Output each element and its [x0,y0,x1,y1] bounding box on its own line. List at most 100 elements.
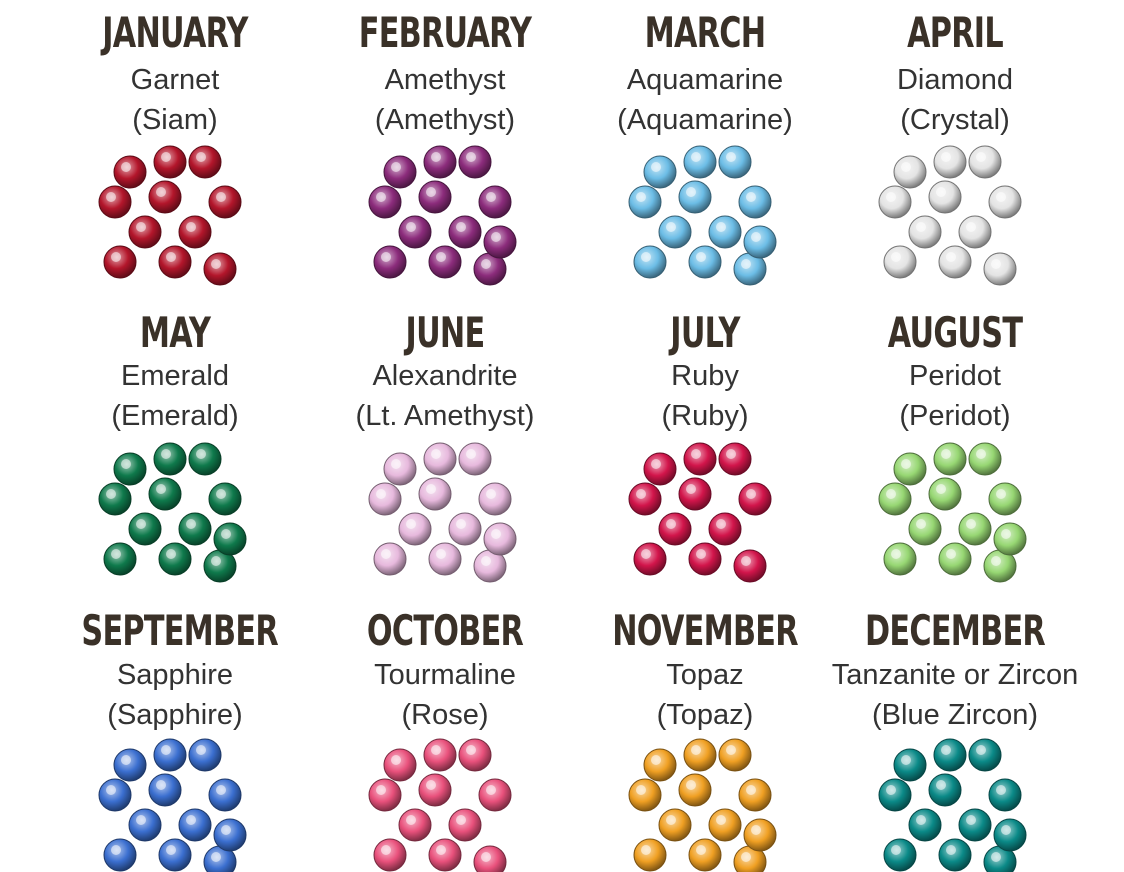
gem [928,180,962,214]
gem [418,180,452,214]
gem [178,808,212,842]
gem-highlight [466,745,476,755]
gem-highlight [996,489,1006,499]
gem-highlight [156,484,166,494]
gem [128,215,162,249]
crystal-name: (Aquamarine) [617,104,793,136]
gem [478,185,512,219]
gem [113,748,147,782]
gem-highlight [136,815,146,825]
gem-highlight [216,785,226,795]
gem [158,838,192,872]
gem [878,185,912,219]
gem [398,808,432,842]
gem-highlight [196,449,206,459]
gem [113,452,147,486]
gem [658,512,692,546]
gem [968,738,1002,772]
gem-cluster [878,442,1027,583]
gem-highlight [166,845,176,855]
gem-highlight [466,152,476,162]
gem-cluster [628,738,777,872]
gem-highlight [111,549,121,559]
gem-highlight [106,785,116,795]
gem-highlight [691,449,701,459]
gem-highlight [936,484,946,494]
gem-highlight [716,815,726,825]
gem [428,245,462,279]
gem-highlight [436,549,446,559]
gem [128,512,162,546]
gem-highlight [491,232,501,242]
stone-name: Sapphire [116,659,234,691]
gem-highlight [751,825,761,835]
gem [993,522,1027,556]
gem-highlight [696,845,706,855]
gem-highlight [456,519,466,529]
gem-highlight [976,152,986,162]
gem-highlight [1001,825,1011,835]
gem [688,838,722,872]
crystal-name: (Crystal) [900,104,1010,136]
gem-highlight [916,222,926,232]
gem-highlight [216,489,226,499]
gem-highlight [936,780,946,790]
gem [718,442,752,476]
gem-highlight [486,192,496,202]
gem [368,185,402,219]
gem [153,738,187,772]
gem [148,773,182,807]
crystal-name: (Topaz) [656,699,754,731]
gem [933,442,967,476]
gem-highlight [691,745,701,755]
gem [103,245,137,279]
gem [633,542,667,576]
gem [398,512,432,546]
gem [938,245,972,279]
gem [383,155,417,189]
gem-highlight [466,449,476,459]
gem-highlight [641,252,651,262]
gem-highlight [161,449,171,459]
gem-highlight [716,222,726,232]
gem [893,452,927,486]
gem-highlight [431,152,441,162]
gem [958,808,992,842]
gem-highlight [901,162,911,172]
month-title: DECEMBER [865,606,1046,655]
gem-highlight [641,845,651,855]
gem [478,778,512,812]
gem-highlight [486,489,496,499]
gem-highlight [746,192,756,202]
gem-highlight [481,852,491,862]
gem-highlight [886,192,896,202]
gem [738,778,772,812]
gem [188,442,222,476]
month-title: OCTOBER [366,606,524,655]
gem [128,808,162,842]
gem-highlight [976,449,986,459]
gem [628,185,662,219]
gem-highlight [996,785,1006,795]
gem-highlight [726,745,736,755]
gem [893,748,927,782]
gem [743,225,777,259]
gem [718,738,752,772]
gem-highlight [741,852,751,862]
gem-highlight [106,489,116,499]
stone-name: Alexandrite [372,360,518,392]
gem-highlight [436,845,446,855]
gem [683,442,717,476]
gem [103,838,137,872]
gem-highlight [946,845,956,855]
gem [968,145,1002,179]
month-title: JANUARY [102,8,248,57]
gem [658,808,692,842]
gem [678,477,712,511]
gem [153,145,187,179]
gem-highlight [901,755,911,765]
stone-name: Tourmaline [374,659,516,691]
gem-highlight [456,815,466,825]
gem-highlight [196,152,206,162]
gem-highlight [636,489,646,499]
